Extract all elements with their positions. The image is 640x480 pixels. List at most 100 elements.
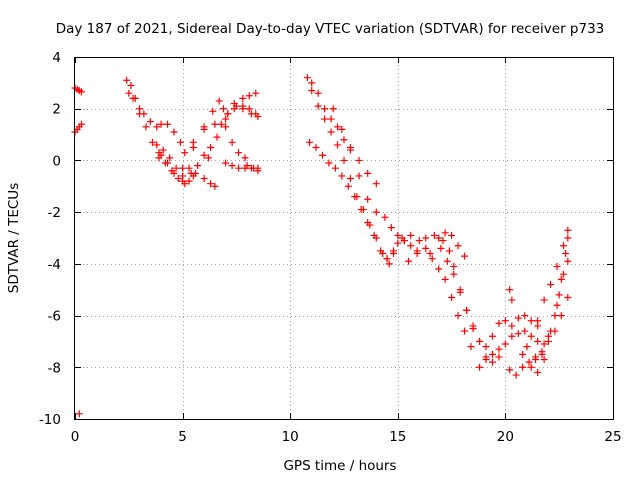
x-tick-label: 5 (178, 429, 187, 445)
x-tick-label: 10 (282, 429, 299, 445)
data-point (557, 275, 565, 283)
data-point (207, 144, 215, 151)
data-series-track (222, 159, 262, 172)
data-point (179, 177, 187, 185)
data-series-track (437, 244, 542, 351)
data-point (239, 94, 247, 102)
data-point (314, 89, 322, 97)
data-series-track (217, 102, 262, 128)
y-tick-label: 4 (52, 50, 61, 66)
data-point (189, 172, 197, 180)
data-point (508, 332, 516, 340)
data-point (422, 244, 430, 252)
data-point (194, 162, 202, 170)
data-point (564, 293, 572, 301)
data-point (508, 296, 516, 304)
data-point (415, 237, 423, 245)
data-point (523, 343, 531, 351)
data-point (445, 247, 453, 255)
plot-frame (74, 57, 614, 420)
data-point (364, 195, 372, 203)
data-point (211, 182, 219, 190)
x-axis-label: GPS time / hours (283, 458, 396, 474)
data-point (514, 330, 522, 338)
data-point (534, 317, 542, 325)
data-point (364, 169, 372, 177)
data-series-track (306, 138, 421, 263)
data-point (532, 353, 540, 361)
data-point (467, 343, 475, 351)
data-series-track (329, 105, 408, 245)
data-series-track (506, 293, 572, 379)
data-point (164, 120, 172, 128)
data-point (450, 270, 458, 278)
data-point (441, 275, 449, 283)
data-point (170, 169, 178, 177)
data-series-track (506, 286, 516, 304)
data-point (123, 76, 131, 84)
data-point (547, 281, 555, 289)
data-point (185, 164, 193, 172)
data-point (254, 164, 262, 172)
data-point (521, 327, 529, 335)
data-point (166, 154, 174, 162)
data-point (338, 125, 346, 133)
data-series-track (71, 120, 85, 136)
data-point (247, 164, 255, 172)
x-tick-label: 20 (497, 429, 514, 445)
data-point (407, 231, 415, 239)
data-point (314, 102, 322, 110)
data-point (370, 231, 378, 239)
y-tick-label: -8 (48, 360, 61, 376)
data-series-track (204, 89, 260, 162)
data-point (482, 343, 490, 351)
data-point (148, 138, 156, 146)
data-point (450, 262, 458, 270)
data-point (222, 123, 230, 131)
data-point (235, 164, 243, 172)
data-point (385, 260, 393, 268)
data-point (488, 350, 496, 358)
data-point (334, 141, 342, 149)
data-point (327, 115, 335, 123)
data-point (448, 293, 456, 301)
data-point (463, 306, 471, 314)
data-point (512, 371, 520, 379)
data-point (245, 105, 253, 113)
data-point (217, 120, 225, 128)
data-point (405, 257, 413, 265)
data-point (252, 89, 260, 97)
data-point (303, 74, 311, 82)
data-point (185, 177, 193, 185)
data-series-track (534, 226, 572, 325)
data-point (189, 144, 197, 151)
data-series-track (155, 146, 197, 185)
data-point (222, 115, 230, 123)
data-point (525, 358, 533, 366)
data-series-track (71, 84, 85, 96)
data-series-track (523, 257, 572, 361)
data-point (372, 208, 380, 216)
y-tick-label: -2 (48, 205, 61, 221)
data-point (488, 332, 496, 340)
data-point (514, 314, 522, 322)
data-point (340, 136, 348, 144)
data-point (506, 366, 514, 374)
data-point (439, 237, 447, 245)
data-point (461, 252, 469, 260)
data-point (228, 162, 236, 170)
data-point (321, 115, 329, 123)
data-point (306, 138, 314, 146)
data-point (435, 265, 443, 273)
data-point (394, 231, 402, 239)
data-point (172, 164, 180, 172)
data-point (398, 234, 406, 242)
data-point (239, 105, 247, 113)
data-point (204, 154, 212, 162)
x-tick-label: 15 (389, 429, 406, 445)
data-point (456, 288, 464, 296)
data-point (318, 151, 326, 159)
y-tick-label: 2 (52, 102, 61, 118)
data-point (538, 348, 546, 356)
data-point (540, 356, 548, 364)
